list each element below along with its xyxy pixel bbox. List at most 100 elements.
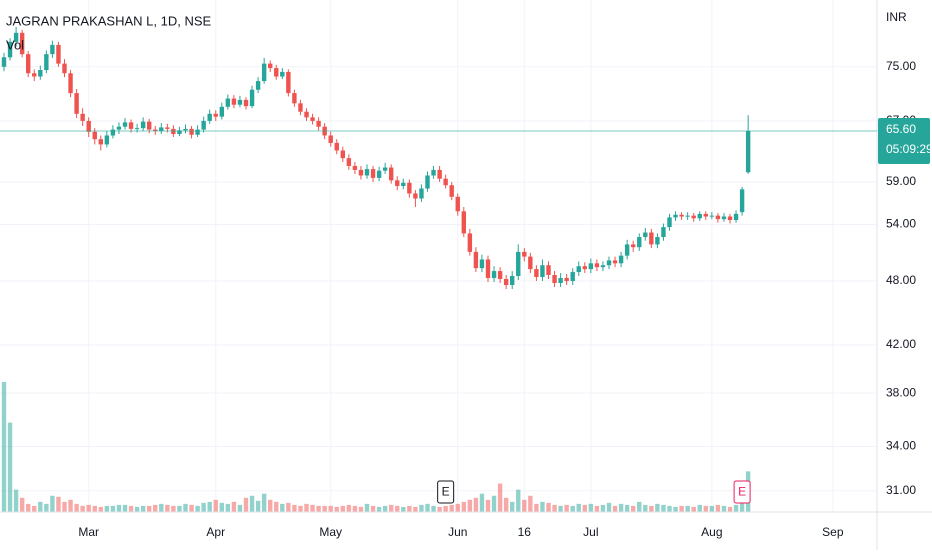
candle-body	[443, 178, 448, 186]
volume-bar	[479, 493, 485, 512]
candle-body	[721, 216, 727, 220]
candle-body	[600, 265, 606, 268]
candle-body	[606, 260, 612, 266]
candle-body	[98, 139, 103, 145]
volume-bar	[449, 504, 454, 512]
candle-layer	[1, 26, 751, 290]
candle-body	[128, 122, 134, 129]
candle-body	[649, 232, 654, 245]
candle-body	[92, 131, 97, 140]
y-tick-label: 54.00	[886, 217, 916, 231]
volume-bar	[189, 504, 194, 512]
candle-body	[685, 215, 690, 217]
volume-bar	[455, 503, 460, 512]
candle-body	[298, 103, 303, 112]
volume-bar	[110, 505, 116, 512]
volume-bar	[461, 501, 466, 512]
candle-body	[231, 98, 237, 105]
volume-bar	[80, 505, 85, 512]
volume-bar	[401, 506, 406, 512]
volume-bar	[528, 495, 533, 512]
volume-bar	[594, 505, 600, 512]
x-tick-label: Aug	[701, 525, 722, 539]
candle-body	[745, 131, 751, 173]
candle-body	[56, 44, 61, 64]
volume-bar	[667, 505, 672, 512]
candle-body	[334, 142, 339, 151]
volume-bar	[231, 501, 237, 512]
candle-body	[661, 227, 666, 238]
candle-body	[122, 122, 128, 127]
event-marker	[733, 480, 751, 504]
x-tick-label: 16	[518, 525, 532, 539]
candle-body	[68, 73, 73, 94]
volume-bar	[286, 502, 291, 512]
y-tick-label: 75.00	[886, 59, 916, 73]
volume-bar	[13, 489, 19, 512]
volume-bar	[140, 505, 146, 512]
volume-bar	[425, 503, 430, 512]
volume-bar	[437, 506, 442, 512]
volume-bar	[183, 503, 188, 512]
candle-body	[328, 135, 333, 143]
candle-body	[631, 244, 636, 248]
volume-bar	[467, 499, 473, 512]
volume-bar	[364, 503, 370, 512]
candle-body	[207, 113, 212, 121]
candle-body	[655, 237, 660, 245]
volume-bar	[68, 499, 73, 512]
candle-body	[467, 233, 473, 252]
volume-bar	[19, 497, 25, 512]
event-label: E	[442, 485, 450, 499]
candle-body	[618, 255, 624, 264]
volume-bar	[376, 506, 382, 512]
candle-body	[382, 167, 388, 171]
candle-body	[62, 63, 67, 74]
candle-body	[727, 216, 733, 221]
candle-body	[588, 263, 594, 270]
candle-body	[389, 167, 394, 181]
candle-body	[455, 196, 460, 212]
candle-body	[503, 278, 509, 285]
candle-body	[134, 128, 140, 130]
candle-body	[570, 272, 575, 281]
volume-bar	[624, 504, 630, 512]
candle-body	[292, 93, 297, 104]
candle-body	[140, 121, 146, 129]
candle-body	[534, 269, 539, 277]
volume-bar	[419, 504, 424, 512]
volume-bar	[443, 505, 448, 512]
candle-body	[637, 237, 642, 248]
volume-bar	[491, 495, 497, 512]
candle-body	[237, 99, 243, 105]
event-marker	[437, 480, 455, 504]
volume-bar	[92, 505, 97, 512]
candle-body	[703, 213, 708, 217]
volume-bar	[225, 503, 231, 512]
volume-bar	[50, 495, 55, 512]
volume-bar	[104, 505, 110, 512]
volume-bar	[322, 505, 327, 512]
candle-body	[86, 120, 91, 132]
candle-body	[213, 113, 218, 117]
volume-bar	[618, 503, 624, 512]
candle-body	[201, 120, 206, 130]
volume-bar	[431, 505, 436, 512]
volume-bar	[673, 506, 678, 512]
y-tick-label: 48.00	[886, 273, 916, 287]
volume-bar	[62, 501, 67, 512]
chart-title: JAGRAN PRAKASHAN L, 1D, NSE	[6, 13, 211, 28]
countdown-label: 05:09:29	[886, 142, 932, 156]
volume-bar	[503, 497, 509, 512]
volume-bar	[727, 506, 733, 512]
candle-body	[147, 121, 152, 130]
volume-bar	[661, 504, 666, 512]
candle-body	[473, 251, 479, 269]
volume-bar	[637, 501, 642, 512]
volume-bar	[606, 502, 612, 512]
volume-bar	[159, 503, 164, 512]
volume-bar	[582, 504, 587, 512]
volume-bar	[382, 505, 388, 512]
volume-bar	[147, 505, 152, 512]
